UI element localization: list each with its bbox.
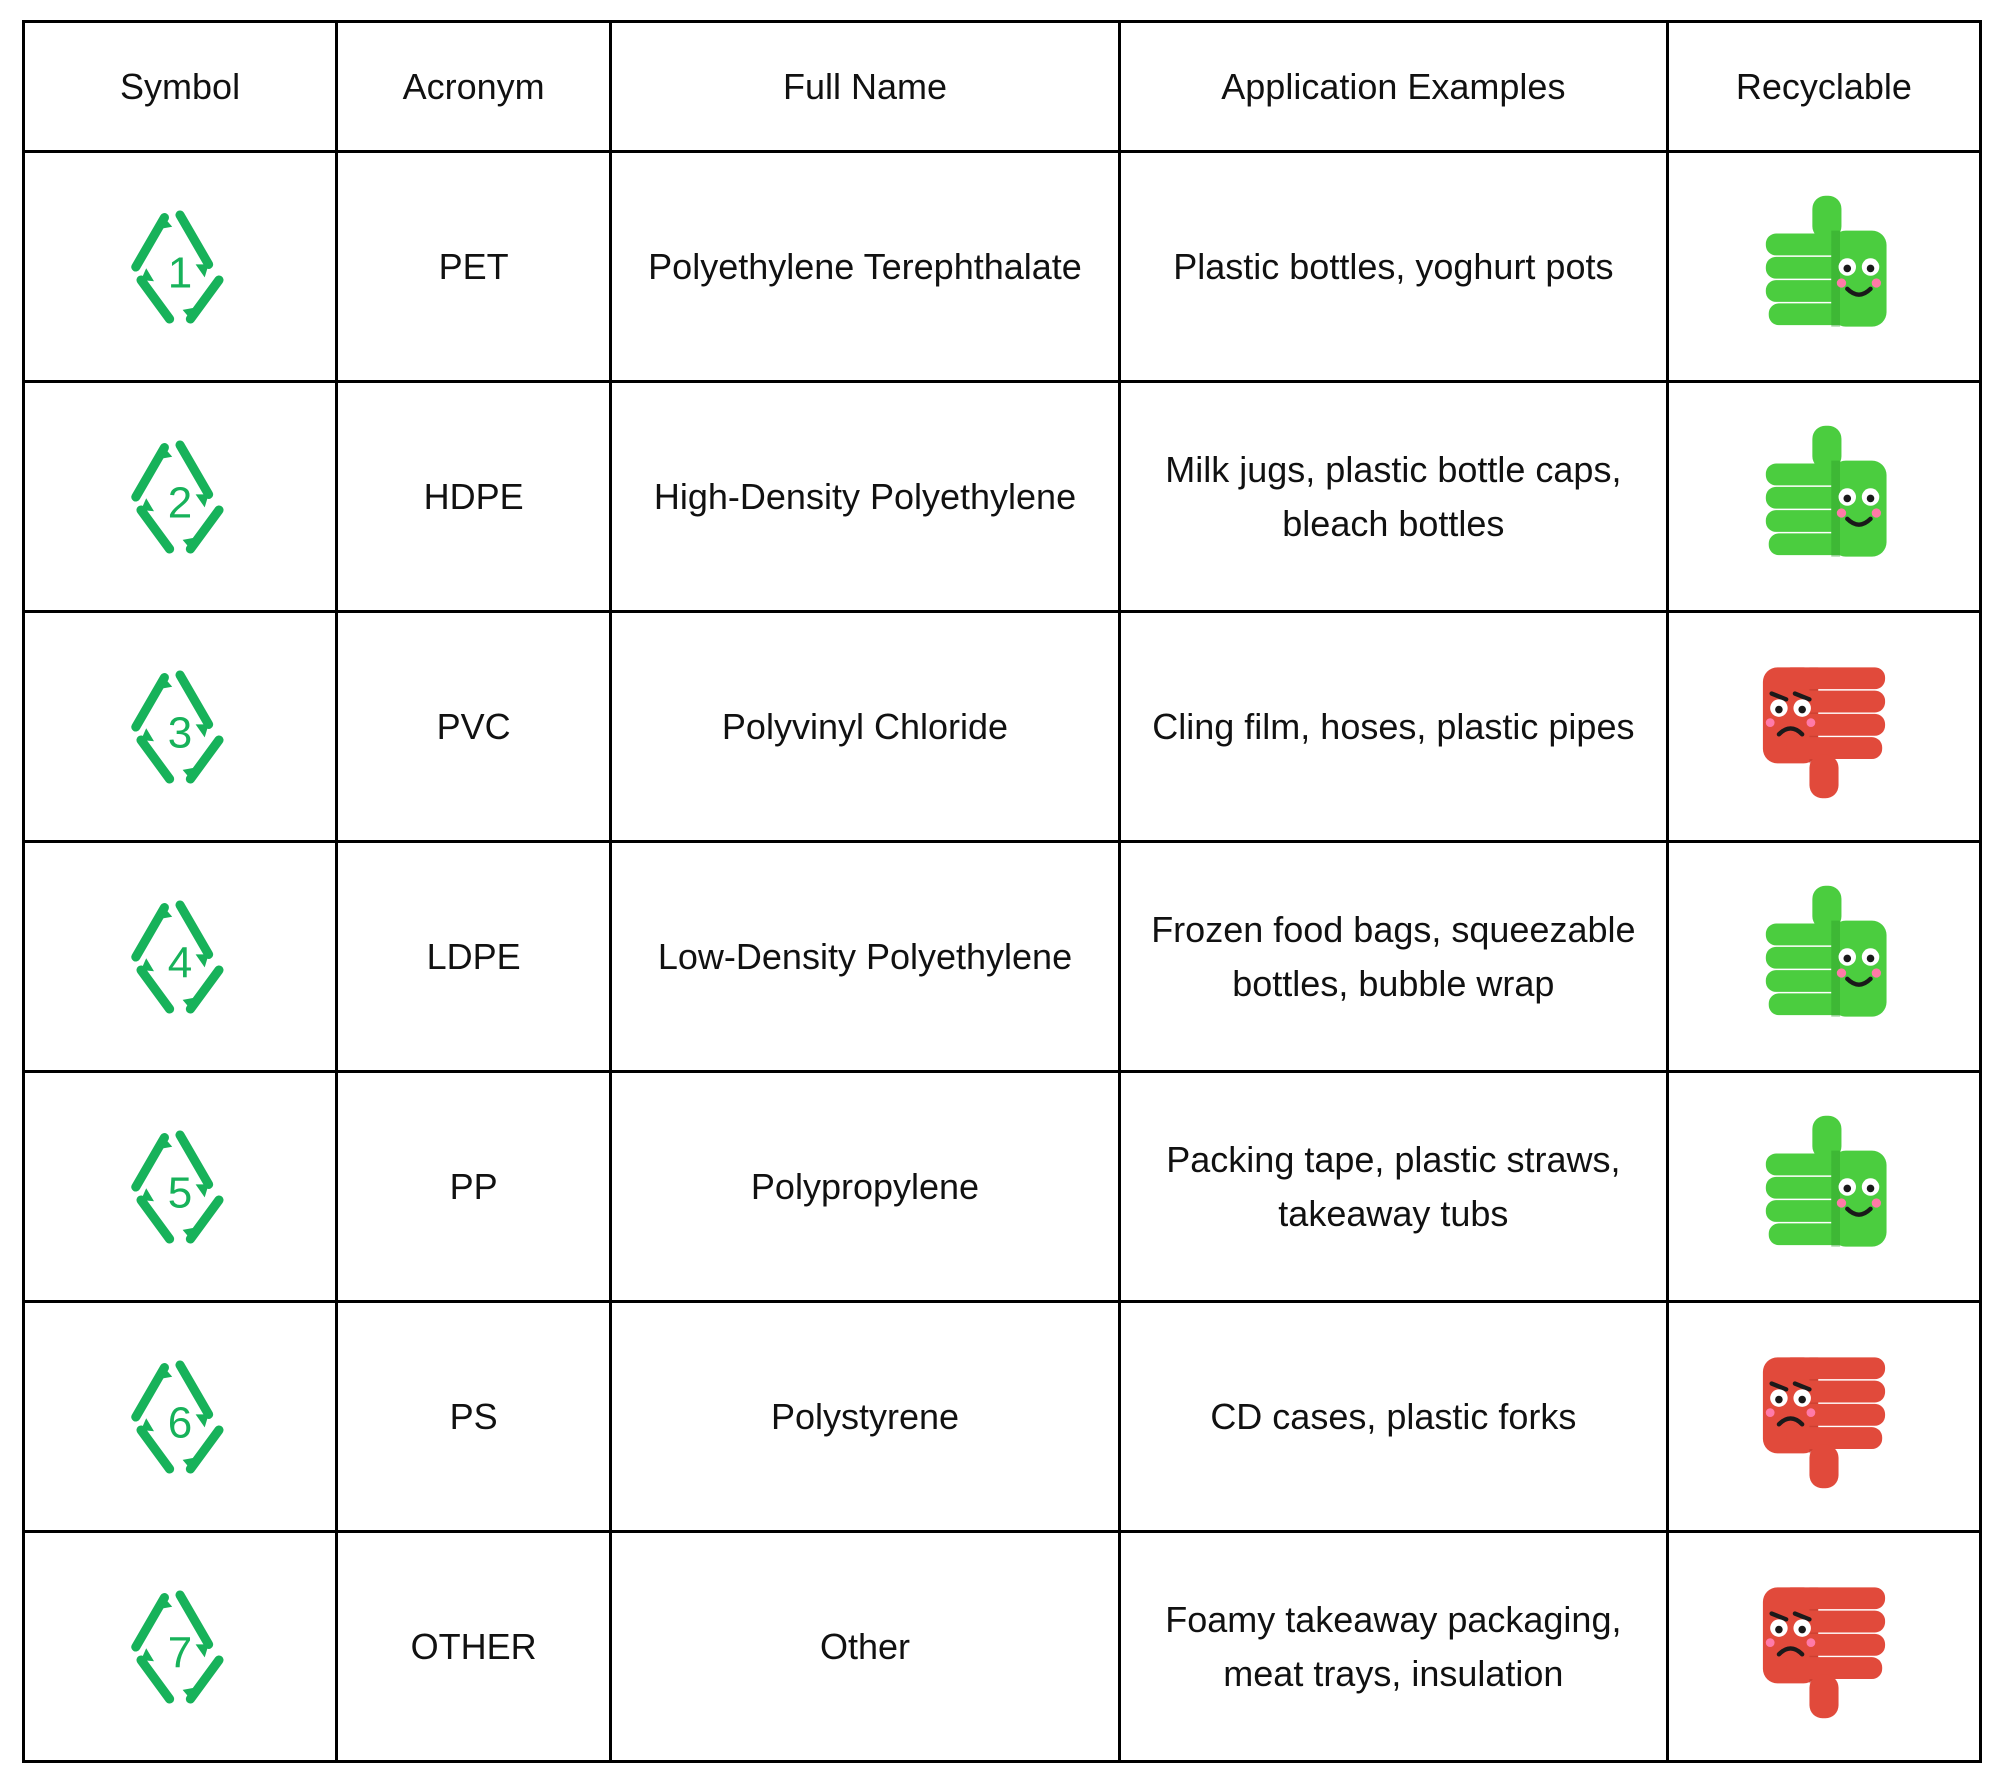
cell-fullname: Polystyrene bbox=[611, 1302, 1120, 1532]
recycle-code-number: 1 bbox=[168, 240, 192, 306]
cell-fullname: Polyethylene Terephthalate bbox=[611, 152, 1120, 382]
recycle-triangle-icon: 5 bbox=[110, 1122, 250, 1252]
cell-examples: Frozen food bags, squeezable bottles, bu… bbox=[1119, 842, 1667, 1072]
cell-fullname: High-Density Polyethylene bbox=[611, 382, 1120, 612]
table-row: 4 LDPELow-Density PolyethyleneFrozen food… bbox=[24, 842, 1981, 1072]
thumbs-down-icon bbox=[1749, 1337, 1899, 1497]
recycle-code-number: 6 bbox=[168, 1390, 192, 1456]
cell-acronym: PVC bbox=[337, 612, 611, 842]
thumbs-up-icon bbox=[1749, 877, 1899, 1037]
cell-recyclable bbox=[1667, 152, 1980, 382]
col-header-fullname: Full Name bbox=[611, 22, 1120, 152]
thumbs-down-icon bbox=[1749, 1567, 1899, 1727]
recycle-triangle-icon: 6 bbox=[110, 1352, 250, 1482]
recycle-triangle-icon: 1 bbox=[110, 202, 250, 332]
cell-acronym: LDPE bbox=[337, 842, 611, 1072]
cell-examples: Milk jugs, plastic bottle caps, bleach b… bbox=[1119, 382, 1667, 612]
cell-acronym: PP bbox=[337, 1072, 611, 1302]
col-header-acronym: Acronym bbox=[337, 22, 611, 152]
cell-recyclable bbox=[1667, 1532, 1980, 1762]
table-row: 6 PSPolystyreneCD cases, plastic forks bbox=[24, 1302, 1981, 1532]
cell-symbol: 4 bbox=[24, 842, 337, 1072]
recycle-code-number: 2 bbox=[168, 470, 192, 536]
recycle-triangle-icon: 4 bbox=[110, 892, 250, 1022]
cell-acronym: HDPE bbox=[337, 382, 611, 612]
col-header-symbol: Symbol bbox=[24, 22, 337, 152]
recycle-code-number: 7 bbox=[168, 1620, 192, 1686]
cell-acronym: OTHER bbox=[337, 1532, 611, 1762]
recycle-triangle-icon: 7 bbox=[110, 1582, 250, 1712]
cell-examples: Packing tape, plastic straws, takeaway t… bbox=[1119, 1072, 1667, 1302]
table-row: 7 OTHEROtherFoamy takeaway packaging, mea… bbox=[24, 1532, 1981, 1762]
recycle-triangle-icon: 2 bbox=[110, 432, 250, 562]
cell-recyclable bbox=[1667, 612, 1980, 842]
cell-recyclable bbox=[1667, 842, 1980, 1072]
table-row: 5 PPPolypropylenePacking tape, plastic st… bbox=[24, 1072, 1981, 1302]
cell-examples: CD cases, plastic forks bbox=[1119, 1302, 1667, 1532]
cell-examples: Plastic bottles, yoghurt pots bbox=[1119, 152, 1667, 382]
recycle-code-number: 4 bbox=[168, 930, 192, 996]
col-header-examples: Application Examples bbox=[1119, 22, 1667, 152]
cell-fullname: Polyvinyl Chloride bbox=[611, 612, 1120, 842]
col-header-recyclable: Recyclable bbox=[1667, 22, 1980, 152]
cell-symbol: 2 bbox=[24, 382, 337, 612]
plastics-recycling-table: Symbol Acronym Full Name Application Exa… bbox=[22, 20, 1982, 1763]
cell-symbol: 3 bbox=[24, 612, 337, 842]
table-row: 1 PETPolyethylene TerephthalatePlastic bo… bbox=[24, 152, 1981, 382]
cell-symbol: 6 bbox=[24, 1302, 337, 1532]
table-header-row: Symbol Acronym Full Name Application Exa… bbox=[24, 22, 1981, 152]
thumbs-up-icon bbox=[1749, 417, 1899, 577]
cell-fullname: Other bbox=[611, 1532, 1120, 1762]
cell-fullname: Low-Density Polyethylene bbox=[611, 842, 1120, 1072]
recycle-code-number: 5 bbox=[168, 1160, 192, 1226]
cell-acronym: PS bbox=[337, 1302, 611, 1532]
cell-recyclable bbox=[1667, 382, 1980, 612]
cell-recyclable bbox=[1667, 1072, 1980, 1302]
cell-recyclable bbox=[1667, 1302, 1980, 1532]
cell-symbol: 1 bbox=[24, 152, 337, 382]
cell-fullname: Polypropylene bbox=[611, 1072, 1120, 1302]
table-row: 3 PVCPolyvinyl ChlorideCling film, hoses,… bbox=[24, 612, 1981, 842]
thumbs-down-icon bbox=[1749, 647, 1899, 807]
table-row: 2 HDPEHigh-Density PolyethyleneMilk jugs,… bbox=[24, 382, 1981, 612]
cell-symbol: 7 bbox=[24, 1532, 337, 1762]
thumbs-up-icon bbox=[1749, 187, 1899, 347]
cell-examples: Cling film, hoses, plastic pipes bbox=[1119, 612, 1667, 842]
cell-examples: Foamy takeaway packaging, meat trays, in… bbox=[1119, 1532, 1667, 1762]
thumbs-up-icon bbox=[1749, 1107, 1899, 1267]
cell-acronym: PET bbox=[337, 152, 611, 382]
recycle-triangle-icon: 3 bbox=[110, 662, 250, 792]
recycle-code-number: 3 bbox=[168, 700, 192, 766]
cell-symbol: 5 bbox=[24, 1072, 337, 1302]
